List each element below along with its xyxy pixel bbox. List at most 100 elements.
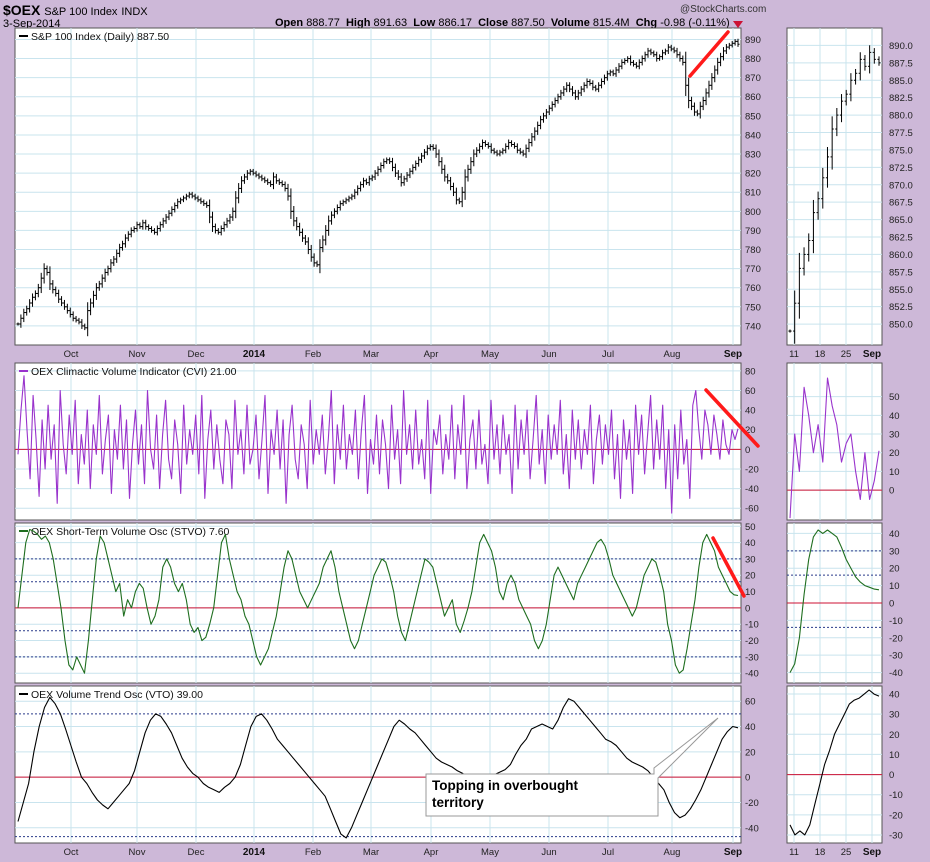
- stvo-title: OEX Short-Term Volume Osc (STVO) 7.60: [31, 526, 230, 538]
- vto-ytick-label: 40: [745, 722, 756, 733]
- vto-ytick-label: -40: [745, 823, 759, 834]
- vto-xtick-label: May: [481, 847, 499, 858]
- index-name: S&P 100 Index: [44, 6, 118, 18]
- high-value: 891.63: [373, 17, 408, 29]
- chg-label: Chg: [635, 17, 658, 29]
- cvi-downtrend-marker: [704, 388, 760, 448]
- price-series: [16, 38, 740, 337]
- vto-xtick-label: Aug: [664, 847, 681, 858]
- vto-series: [17, 696, 739, 839]
- stvo_zoom-line: [789, 529, 880, 673]
- price-ytick-label: 840: [745, 130, 761, 141]
- vto-xtick-label: Oct: [64, 847, 79, 858]
- panel-stvo: -40 -30 -20 -10 0 10 20 30 40 50 OEX Short-Term Vo…: [14, 522, 759, 684]
- cvi-series: [17, 375, 739, 514]
- cvi_zoom-ytick-label: 0: [889, 486, 894, 497]
- price-plot-area: [14, 27, 742, 346]
- stvo-ytick-label: 20: [745, 571, 756, 582]
- price-xtick-label: Jun: [541, 349, 556, 360]
- price_zoom-ytick-label: 850.0: [889, 320, 913, 331]
- vto_zoom-ytick-label: 40: [889, 690, 900, 701]
- price_zoom-series: [788, 45, 881, 344]
- stvo-ytick-label: -10: [745, 620, 759, 631]
- stvo-ytick-label: -30: [745, 652, 759, 663]
- price-title: S&P 100 Index (Daily) 887.50: [31, 31, 169, 43]
- vto-ytick-label: 60: [745, 697, 756, 708]
- price_zoom-xtick-label: 25: [841, 349, 852, 360]
- price-ytick-label: 760: [745, 283, 761, 294]
- stvo_zoom-ytick-label: -40: [889, 668, 903, 679]
- price-xtick-label: 2014: [243, 349, 266, 360]
- cvi_zoom-ytick-label: 20: [889, 448, 900, 459]
- price_zoom-ytick-label: 875.0: [889, 145, 913, 156]
- price-ytick-label: 890: [745, 35, 761, 46]
- stvo-downtrend-marker: [711, 536, 746, 598]
- price_zoom-ytick-label: 865.0: [889, 215, 913, 226]
- vto-xtick-label: Jun: [541, 847, 556, 858]
- stvo-ytick-label: 50: [745, 522, 756, 533]
- vto_zoom-xtick-label: 11: [789, 847, 799, 858]
- vto-xtick-label: Feb: [305, 847, 321, 858]
- cvi-ytick-label: -40: [745, 484, 759, 495]
- cvi_zoom-ytick-label: 30: [889, 430, 900, 441]
- cvi-ytick-label: -20: [745, 464, 759, 475]
- price-ytick-label: 870: [745, 73, 761, 84]
- stvo-ytick-label: 0: [745, 603, 750, 614]
- price-xtick-label: May: [481, 349, 499, 360]
- price-ytick-label: 790: [745, 226, 761, 237]
- stvo-plot-area: [14, 522, 742, 684]
- price_zoom-ytick-label: 852.5: [889, 302, 913, 313]
- watermark: @StockCharts.com: [680, 4, 767, 15]
- high-label: High: [345, 17, 371, 29]
- price-ytick-label: 780: [745, 245, 761, 256]
- stvo_zoom-series: [789, 529, 880, 673]
- vto-ytick-label: -20: [745, 798, 759, 809]
- vto-xtick-label: Nov: [129, 847, 146, 858]
- cvi-title: OEX Climactic Volume Indicator (CVI) 21.…: [31, 366, 237, 378]
- stvo-ytick-label: 30: [745, 554, 756, 565]
- price-ytick-label: 880: [745, 54, 761, 65]
- price-xtick-label: Oct: [64, 349, 79, 360]
- volume-label: Volume: [550, 17, 590, 29]
- cvi-ytick-label: 40: [745, 406, 756, 417]
- stvo-ytick-label: -20: [745, 636, 759, 647]
- price-xtick-label: Sep: [724, 349, 742, 360]
- price_zoom-ytick-label: 885.0: [889, 76, 913, 87]
- price_zoom-ytick-label: 877.5: [889, 128, 913, 139]
- price-ytick-label: 850: [745, 111, 761, 122]
- stvo_zoom-ytick-label: -10: [889, 616, 903, 627]
- vto-xtick-label: Mar: [363, 847, 379, 858]
- cvi_zoom-ytick-label: 50: [889, 392, 900, 403]
- cvi-ytick-label: -60: [745, 504, 759, 515]
- price_zoom-plot-area: [786, 27, 883, 346]
- vto-xtick-label: Dec: [188, 847, 205, 858]
- stvo-ytick-label: 40: [745, 538, 756, 549]
- panel-stvo_zoom: -40 -30 -20 -10 0 10 20 30 40: [786, 522, 903, 684]
- price_zoom-ytick-label: 857.5: [889, 267, 913, 278]
- chg-value: -0.98 (-0.11%): [660, 17, 730, 29]
- volume-value: 815.4M: [592, 17, 630, 29]
- cvi-ytick-label: 80: [745, 366, 756, 377]
- down-arrow-icon: [733, 21, 743, 28]
- panel-price_zoom: 850.0 852.5 855.0 857.5 860.0 862.5 865.0 867.5…: [786, 27, 913, 360]
- vto_zoom-ytick-label: -10: [889, 790, 903, 801]
- price-ytick-label: 770: [745, 264, 761, 275]
- price-xtick-label: Feb: [305, 349, 321, 360]
- price-ytick-label: 740: [745, 321, 761, 332]
- quote-bar: Open 888.77 High 891.63 Low 886.17 Close…: [275, 17, 730, 29]
- price_zoom-ytick-label: 890.0: [889, 41, 913, 52]
- close-label: Close: [478, 17, 509, 29]
- vto_zoom-series: [789, 689, 880, 836]
- vto-xtick-label: Apr: [424, 847, 439, 858]
- price-xtick-label: Nov: [129, 349, 146, 360]
- price-uptrend-marker: [688, 30, 730, 78]
- price-xtick-label: Dec: [188, 349, 205, 360]
- panel-cvi_zoom: 0 10 20 30 40 50: [786, 362, 900, 521]
- price-ytick-label: 820: [745, 169, 761, 180]
- annotation-line-2: territory: [432, 795, 484, 810]
- chart-date: 3-Sep-2014: [3, 18, 61, 30]
- price-xtick-label: Jul: [602, 349, 614, 360]
- price-ytick-label: 830: [745, 150, 761, 161]
- cvi-ytick-label: 60: [745, 386, 756, 397]
- vto_zoom-xtick-label: 25: [841, 847, 852, 858]
